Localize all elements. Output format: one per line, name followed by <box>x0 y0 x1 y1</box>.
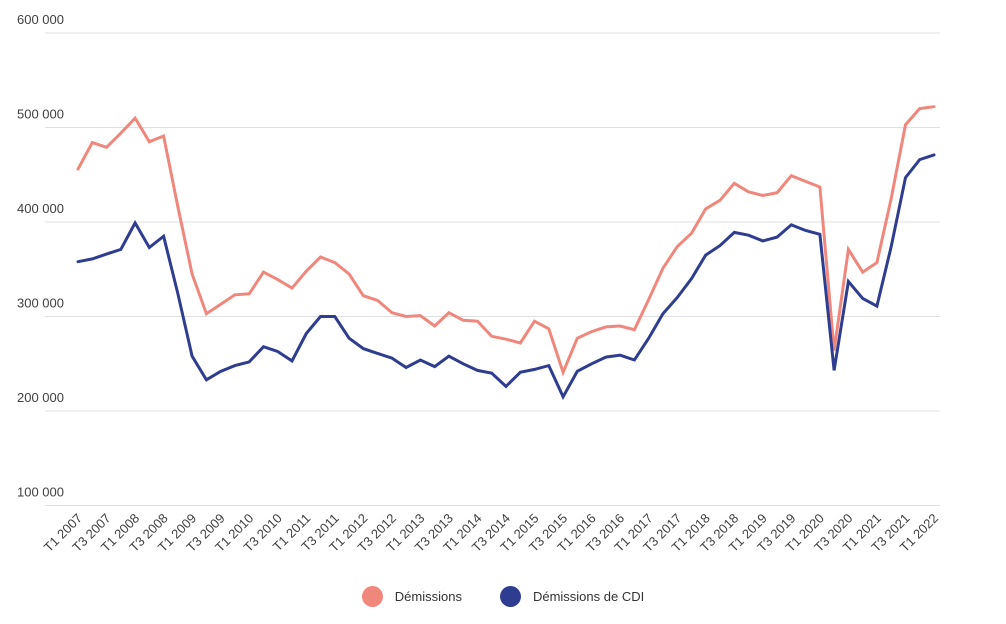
legend-item-demissions-cdi: Démissions de CDI <box>499 586 645 607</box>
y-axis-label: 600 000 <box>17 12 64 27</box>
y-axis-label: 500 000 <box>17 107 64 122</box>
demissions-line-series <box>76 105 936 377</box>
demissions-color-swatch <box>361 586 383 607</box>
demissions-cdi-color-swatch <box>499 586 521 607</box>
y-axis-labels: 600 000 500 000 400 000 300 000 200 000 100 0… <box>17 12 64 500</box>
demissions-cdi-line-series <box>76 153 936 401</box>
y-axis-label: 200 000 <box>17 390 64 405</box>
legend-label-demissions: Démissions <box>394 589 462 604</box>
y-axis-label: 300 000 <box>17 296 64 311</box>
y-axis-label: 100 000 <box>17 485 64 500</box>
gridlines <box>45 32 940 506</box>
data-series <box>76 105 936 401</box>
legend-label-demissions-cdi: Démissions de CDI <box>532 589 645 604</box>
chart-legend: Démissions Démissions de CDI <box>0 586 1006 607</box>
line-chart: 600 000 500 000 400 000 300 000 200 000 100 0… <box>17 12 941 555</box>
y-axis-label: 400 000 <box>17 201 64 216</box>
legend-item-demissions: Démissions <box>361 586 462 607</box>
